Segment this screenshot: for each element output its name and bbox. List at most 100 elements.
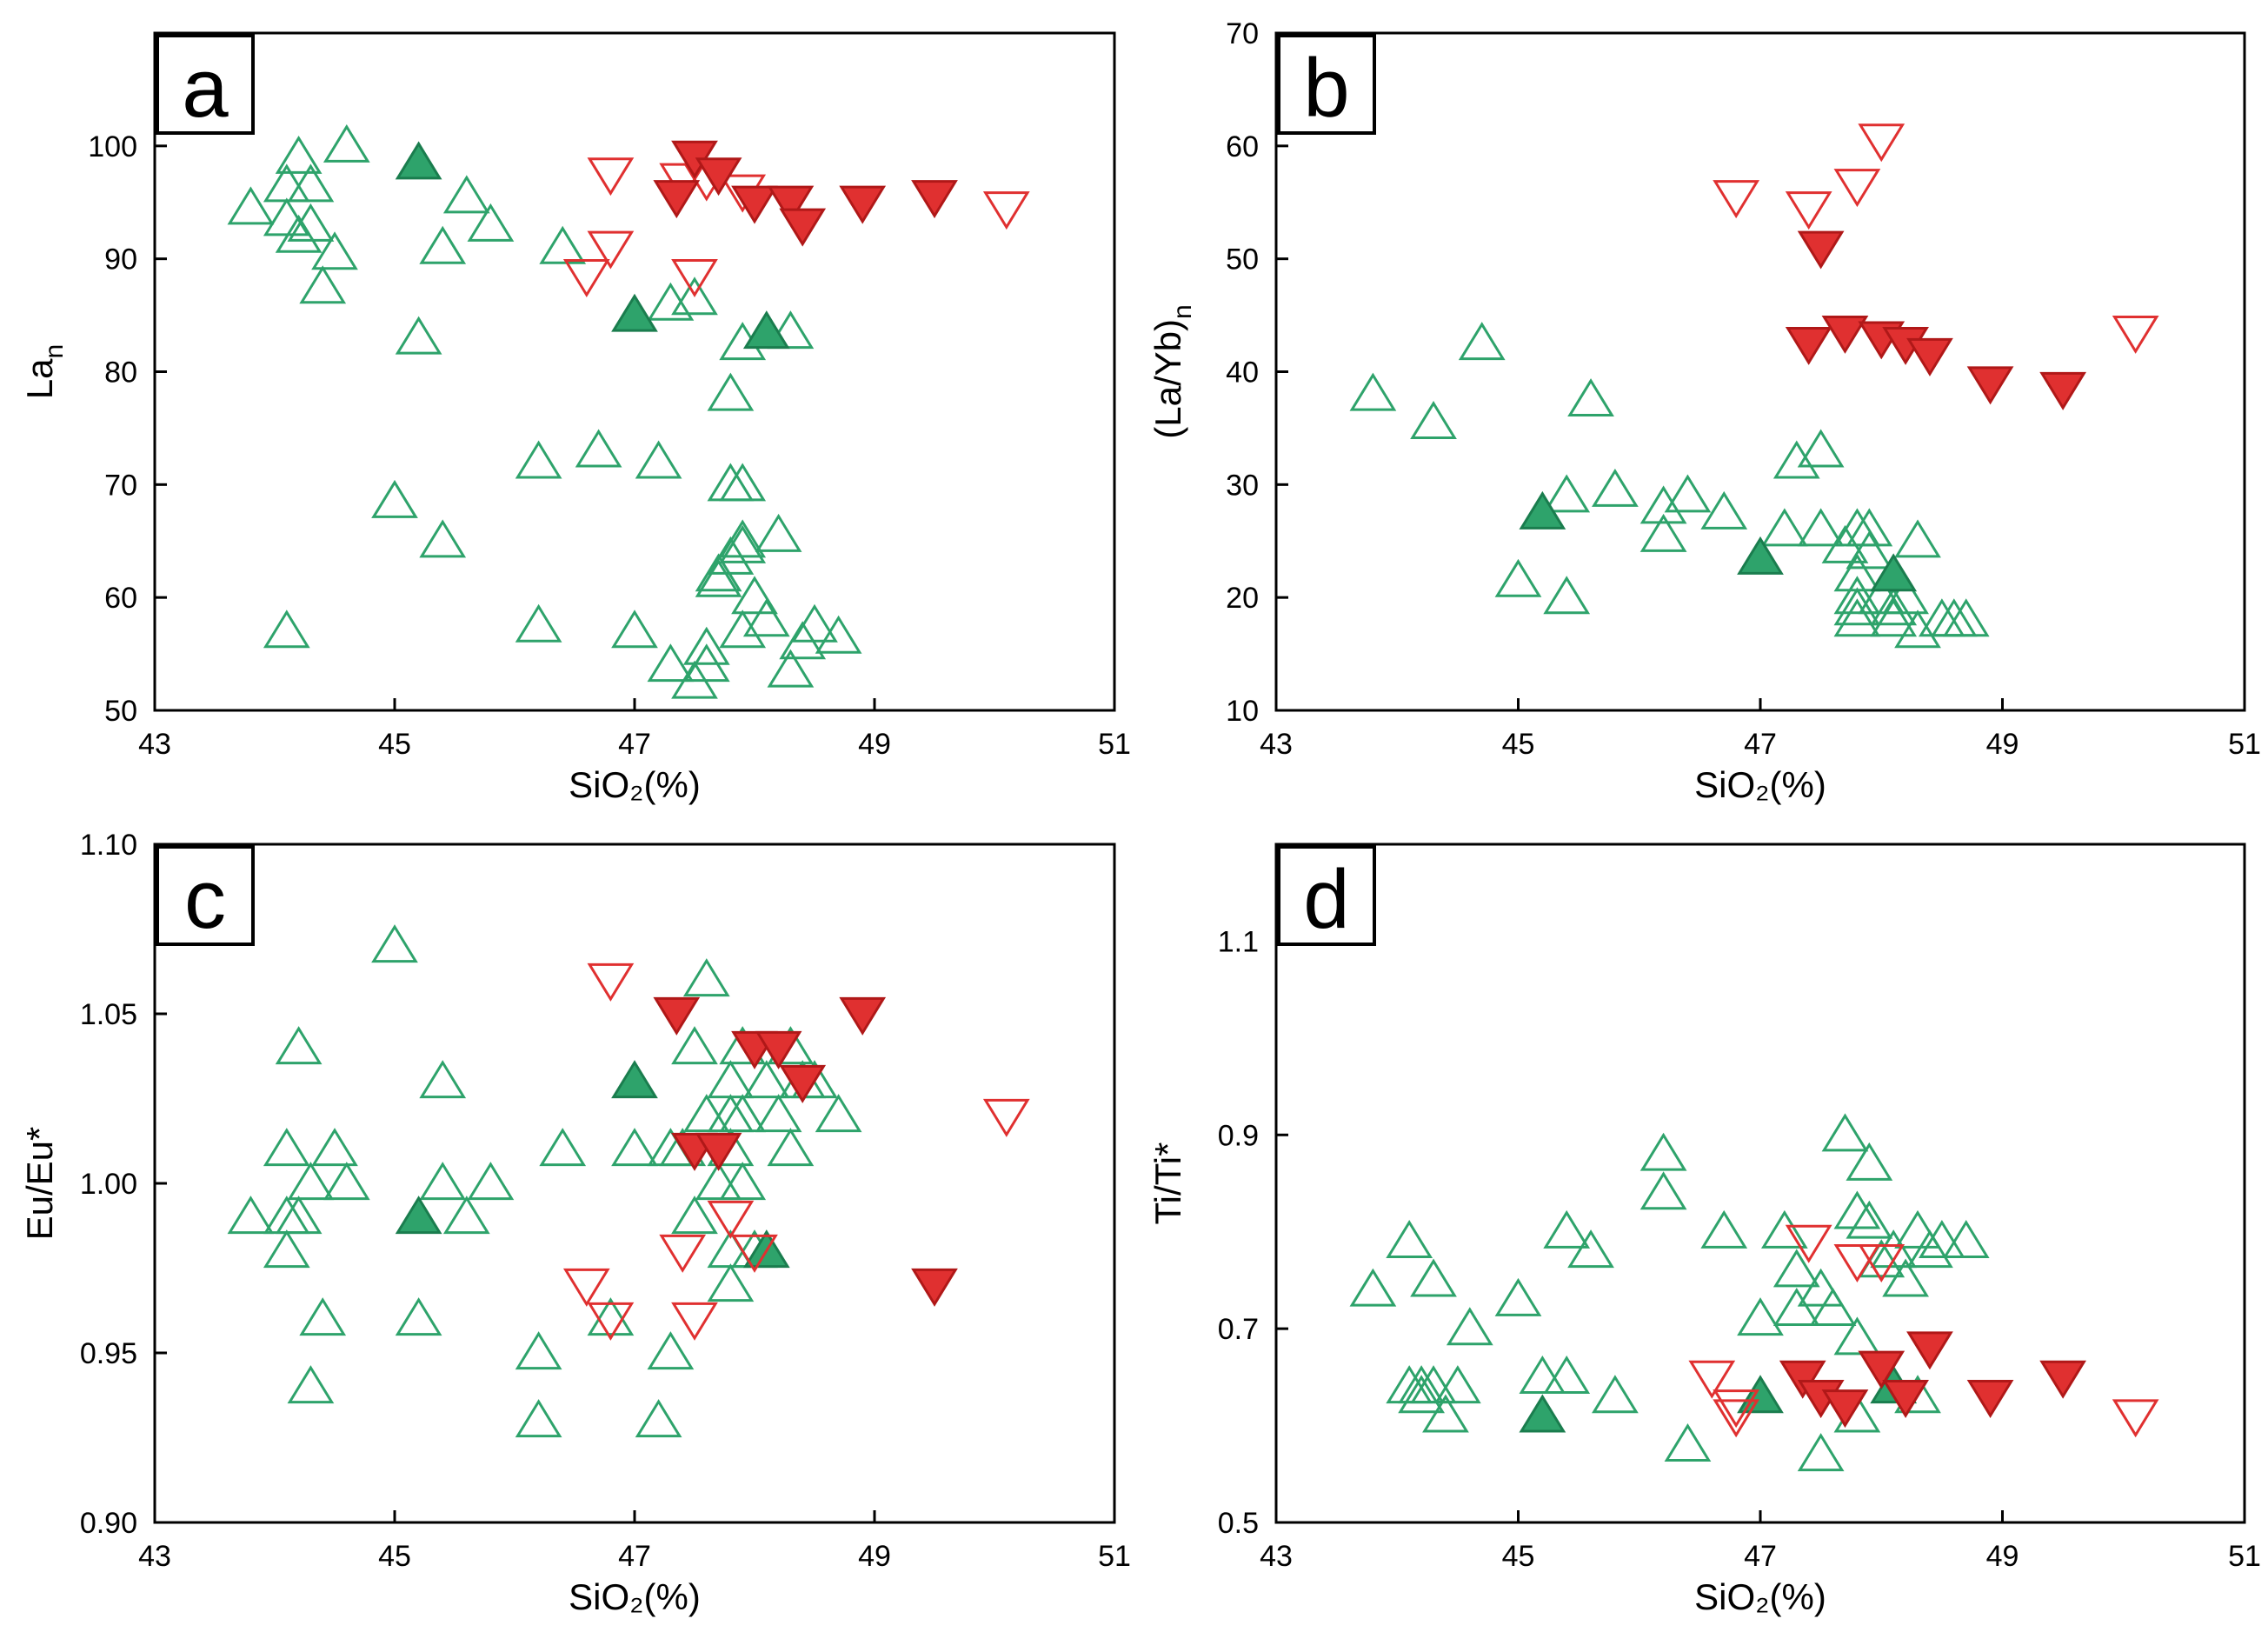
data-point <box>515 1399 562 1438</box>
data-point <box>707 1263 755 1302</box>
data-point <box>695 1132 742 1171</box>
data-point <box>1797 230 1845 270</box>
data-point <box>1422 1394 1469 1433</box>
y-tick-label: 80 <box>104 356 137 390</box>
data-point <box>1785 1224 1832 1263</box>
data-point <box>742 1060 790 1099</box>
data-point <box>275 135 323 174</box>
data-point <box>635 1399 682 1438</box>
x-tick-label: 43 <box>1260 728 1293 761</box>
x-axis-title: SiO₂(%) <box>1694 764 1826 805</box>
x-tick-label: 49 <box>1986 1540 2019 1573</box>
x-tick-label: 49 <box>858 728 891 761</box>
data-point <box>287 1162 335 1201</box>
y-axis-title: (La/Yb)n <box>1147 304 1197 438</box>
data-point <box>719 610 767 649</box>
data-point <box>1894 1209 1941 1249</box>
data-point <box>742 310 790 350</box>
data-point <box>755 513 802 552</box>
data-point <box>419 1162 467 1201</box>
data-point <box>1519 1355 1566 1394</box>
data-point <box>311 1128 358 1167</box>
data-point <box>1458 322 1506 361</box>
data-point <box>767 649 815 688</box>
data-point <box>1446 1307 1493 1346</box>
data-point <box>1760 508 1808 547</box>
data-point <box>1772 1249 1820 1288</box>
data-point <box>731 1234 778 1273</box>
data-point <box>1785 326 1832 365</box>
data-point <box>1858 123 1906 163</box>
panel-letter: d <box>1303 853 1349 946</box>
x-tick-label: 47 <box>1744 1540 1777 1573</box>
data-point <box>911 1268 958 1307</box>
series-red-open <box>1713 123 2159 354</box>
y-tick-label: 10 <box>1226 695 1259 728</box>
data-point <box>611 610 658 649</box>
data-point <box>1713 1389 1760 1429</box>
data-point <box>515 603 562 643</box>
data-point <box>1870 553 1918 592</box>
data-point <box>1519 490 1566 530</box>
plot-frame <box>153 31 1116 712</box>
data-point <box>1737 1297 1784 1336</box>
data-point <box>779 1064 827 1103</box>
plot-frame <box>1274 31 2246 712</box>
data-point <box>635 440 682 479</box>
data-point <box>1833 169 1881 208</box>
data-point <box>839 996 887 1036</box>
data-point <box>1833 1190 1881 1229</box>
data-point <box>539 225 587 264</box>
data-point <box>275 1196 323 1235</box>
data-point <box>1966 1380 2014 1419</box>
data-point <box>707 372 755 411</box>
data-point <box>659 1234 707 1273</box>
data-point <box>1410 401 1457 440</box>
panel-b: 43 45 47 49 51 10 20 30 40 50 60 70 SiO₂(%) (La/Yb)n b <box>1147 17 2261 805</box>
data-point <box>1700 490 1748 530</box>
data-point <box>1543 474 1591 513</box>
data-point <box>419 225 467 264</box>
data-point <box>653 996 701 1036</box>
data-point <box>275 1026 323 1065</box>
series-green-open <box>227 123 862 699</box>
x-tick-label: 45 <box>1502 1540 1535 1573</box>
data-point <box>1737 536 1784 575</box>
data-point <box>1919 1219 1965 1258</box>
data-point <box>707 1200 755 1239</box>
data-point <box>653 180 701 219</box>
y-tick-label: 0.5 <box>1218 1507 1259 1540</box>
data-point <box>839 185 887 224</box>
data-point <box>1519 1394 1566 1433</box>
data-point <box>287 203 335 242</box>
data-point <box>1349 1268 1397 1307</box>
data-point <box>1870 1229 1918 1269</box>
data-point <box>1639 1132 1687 1171</box>
panel-a: 43 45 47 49 51 50 60 70 80 90 100 SiO₂(%) Lan a <box>19 31 1131 805</box>
data-point <box>299 1297 347 1336</box>
series-red-filled <box>1785 230 2086 410</box>
data-point <box>575 429 622 468</box>
data-point <box>1543 1209 1591 1249</box>
data-point <box>263 610 310 649</box>
data-point <box>1592 468 1639 507</box>
panel-letter: b <box>1303 42 1349 135</box>
data-point <box>1567 378 1614 417</box>
data-point <box>1833 598 1881 637</box>
data-point <box>562 259 610 298</box>
y-tick-label: 0.90 <box>80 1507 137 1540</box>
data-point <box>263 1229 310 1269</box>
data-point <box>1833 576 1881 615</box>
data-point <box>1664 474 1712 513</box>
data-point <box>1543 1355 1591 1394</box>
data-point <box>587 1297 635 1336</box>
data-point <box>395 1196 442 1235</box>
data-point <box>1846 508 1893 547</box>
data-point <box>1494 558 1542 597</box>
y-tick-label: 0.95 <box>80 1337 137 1370</box>
panel-c: 43 45 47 49 51 0.90 0.95 1.00 1.05 1.10 SiO₂(%) Eu/… <box>19 829 1131 1617</box>
data-point <box>767 185 815 224</box>
data-point <box>1882 1258 1929 1297</box>
data-point <box>1870 587 1918 626</box>
series-green-open <box>1349 1113 1990 1472</box>
